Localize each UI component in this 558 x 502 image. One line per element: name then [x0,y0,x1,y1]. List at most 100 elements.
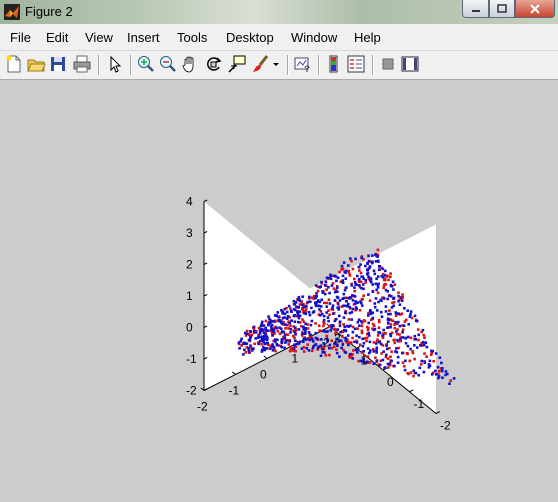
data-point [342,261,346,264]
menu-desktop[interactable]: Desktop [226,30,274,45]
menu-edit[interactable]: Edit [46,30,69,45]
data-point [334,332,337,335]
data-point [304,330,307,334]
data-point [283,346,286,350]
data-point [288,321,291,325]
data-point [304,322,307,326]
data-point [294,326,297,329]
menu-window[interactable]: Window [291,30,338,45]
z-tick-label: 1 [186,289,193,303]
data-point [282,335,285,339]
x-tick-mark [263,355,268,359]
data-point [389,332,392,336]
data-point [393,364,396,368]
data-point [314,296,317,300]
data-point [250,333,254,337]
data-point [319,305,323,308]
minimize-button[interactable] [462,0,489,18]
data-point [294,333,297,336]
data-point [409,371,413,374]
data-point [414,371,418,375]
data-point [344,329,348,332]
data-point [283,334,287,337]
link-plot-icon[interactable] [293,54,313,74]
data-point [320,312,324,316]
data-point [244,334,248,337]
data-point [322,318,326,322]
data-point [367,312,371,316]
data-point [423,361,427,364]
toolbar-separator [372,55,374,75]
data-point [381,344,385,347]
data-point [309,300,312,303]
data-point [335,285,339,288]
data-point [256,336,260,339]
maximize-button[interactable] [489,0,515,18]
data-point [437,375,441,378]
data-point [324,280,328,284]
data-point [361,283,365,286]
show-plot-tools-icon[interactable] [400,54,420,74]
data-point [440,369,444,373]
data-point [340,330,344,333]
data-point [398,313,402,316]
edit-plot-arrow-icon[interactable] [105,54,125,74]
data-point [321,291,325,294]
print-icon[interactable] [72,54,92,74]
pan-hand-icon[interactable] [180,54,200,74]
zoom-out-icon[interactable] [158,54,178,74]
data-point [335,317,338,321]
data-point [252,331,256,334]
menu-insert[interactable]: Insert [127,30,160,45]
toolbar-separator [98,55,100,75]
data-point [272,320,275,323]
data-point [323,301,326,305]
data-point [431,350,434,353]
data-point [397,346,401,350]
data-point [436,365,440,369]
menu-view[interactable]: View [85,30,113,45]
close-button[interactable] [515,0,555,18]
data-point [429,353,433,356]
data-point [280,319,283,322]
data-point [322,342,325,345]
menu-file[interactable]: File [10,30,31,45]
brush-icon[interactable] [251,54,271,74]
hide-plot-tools-icon[interactable] [378,54,398,74]
data-point [325,301,329,305]
data-cursor-icon[interactable] [227,54,247,74]
data-point [328,325,331,328]
insert-legend-icon[interactable] [346,54,366,74]
brush-dropdown-icon[interactable] [270,54,282,74]
data-point [359,359,363,363]
new-figure-icon[interactable] [4,54,24,74]
data-point [409,336,413,340]
insert-colorbar-icon[interactable] [324,54,344,74]
data-point [355,334,358,337]
data-point [391,319,395,322]
menu-tools[interactable]: Tools [177,30,208,45]
data-point [288,316,291,319]
data-point [336,276,340,279]
save-icon[interactable] [48,54,68,74]
data-point [369,279,372,282]
data-point [384,310,388,313]
data-point [376,291,380,295]
data-point [389,334,393,338]
data-point [259,324,263,328]
data-point [240,337,243,341]
data-point [417,333,420,337]
data-point [285,310,289,314]
rotate-3d-icon[interactable] [204,54,224,74]
menu-help[interactable]: Help [354,30,381,45]
data-point [341,279,344,282]
data-point [324,354,328,357]
data-point [371,290,375,293]
zoom-in-icon[interactable] [136,54,156,74]
data-point [398,333,401,336]
open-file-icon[interactable] [26,54,46,74]
data-point [392,300,396,304]
data-point [388,294,391,297]
data-point [386,340,390,343]
